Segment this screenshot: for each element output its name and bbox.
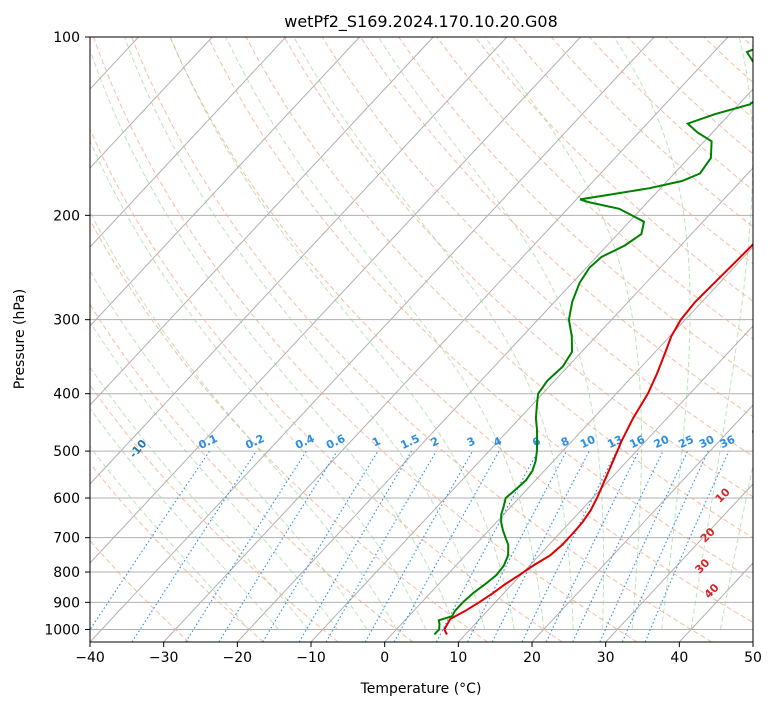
y-tick-label: 400 (53, 387, 80, 403)
x-tick-label: 30 (597, 650, 615, 666)
x-tick-label: −30 (149, 650, 179, 666)
x-tick-label: 10 (449, 650, 467, 666)
x-tick-label: 0 (380, 650, 389, 666)
x-tick-label: −10 (296, 650, 326, 666)
y-tick-label: 200 (53, 208, 80, 224)
x-axis-title: Temperature (°C) (360, 681, 482, 697)
x-tick-label: −20 (223, 650, 253, 666)
y-tick-label: 100 (53, 30, 80, 46)
y-tick-label: 500 (53, 444, 80, 460)
y-tick-label: 900 (53, 595, 80, 611)
x-tick-label: 50 (744, 650, 762, 666)
y-tick-label: 600 (53, 491, 80, 507)
y-tick-label: 800 (53, 565, 80, 581)
y-axis-title: Pressure (hPa) (12, 289, 28, 389)
x-tick-label: 20 (523, 650, 541, 666)
y-tick-label: 700 (53, 531, 80, 547)
x-tick-label: 40 (670, 650, 688, 666)
chart-title: wetPf2_S169.2024.170.10.20.G08 (284, 12, 558, 32)
y-tick-label: 1000 (44, 622, 80, 638)
x-tick-label: −40 (75, 650, 105, 666)
y-tick-label: 300 (53, 313, 80, 329)
